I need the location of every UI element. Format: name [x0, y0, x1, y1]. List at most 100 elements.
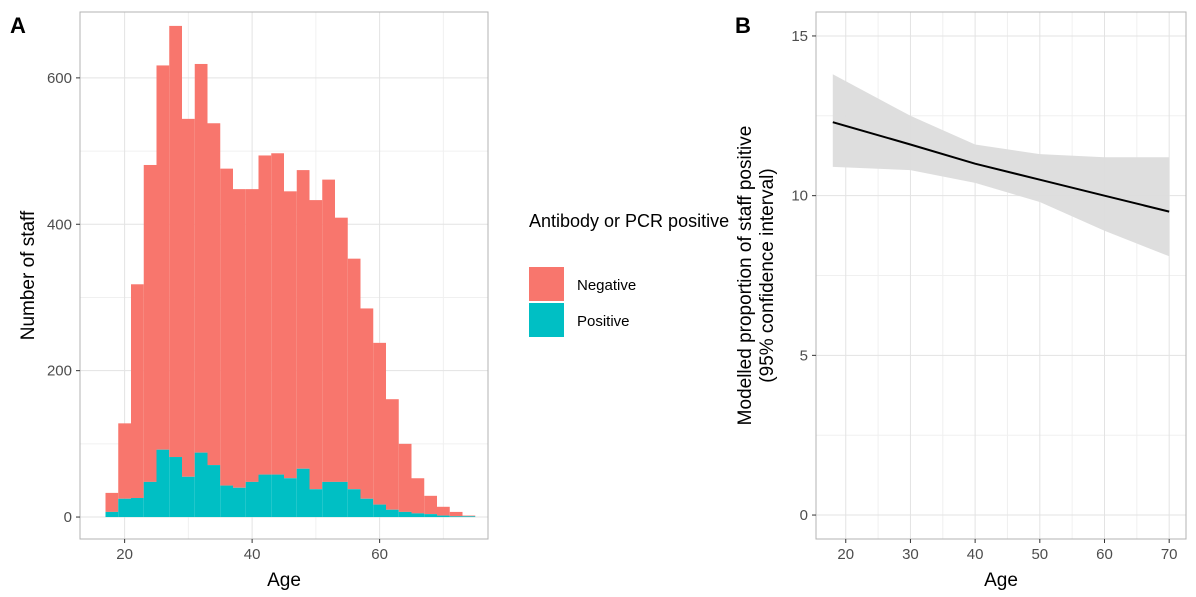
y-tick-label: 0	[800, 507, 808, 524]
bar-negative	[207, 123, 221, 466]
bar-negative	[347, 258, 361, 490]
bar-positive	[258, 474, 272, 518]
bar-positive	[105, 511, 119, 518]
bar-negative	[411, 478, 425, 514]
legend-title: Antibody or PCR positive	[529, 211, 729, 231]
y-tick-label: 400	[47, 216, 72, 233]
y-tick-label: 10	[791, 188, 808, 205]
bar-negative	[156, 65, 170, 450]
x-tick-label: 70	[1161, 546, 1178, 563]
panel-b-line-chart: B 20 30 40 50 60 70 0 5 10 15 Age Modelled propor…	[735, 11, 1187, 591]
bar-positive	[207, 465, 221, 518]
bar-negative	[143, 164, 157, 482]
y-tick-label: 0	[64, 509, 72, 526]
bar-positive	[156, 449, 170, 518]
x-tick-label: 60	[371, 546, 388, 563]
bar-negative	[424, 495, 437, 515]
panel-b-fit-line	[832, 121, 1170, 213]
bar-negative	[220, 168, 233, 486]
x-tick-label: 20	[116, 546, 133, 563]
bar-positive	[322, 481, 335, 518]
bar-positive	[182, 476, 195, 518]
bar-positive	[424, 514, 437, 518]
bar-positive	[284, 478, 297, 518]
bar-positive	[360, 498, 374, 518]
bar-negative	[169, 25, 182, 458]
panel-a-letter: A	[10, 13, 26, 38]
bar-negative	[258, 155, 272, 475]
bar-positive	[245, 481, 259, 518]
panel-a-x-axis-title: Age	[267, 570, 301, 591]
bar-negative	[449, 511, 463, 517]
panel-a-y-axis-title: Number of staff	[18, 210, 39, 340]
panel-b-confidence-band	[832, 74, 1170, 257]
x-tick-label: 30	[902, 546, 919, 563]
bar-positive	[309, 489, 323, 518]
panel-b-x-axis-title: Age	[984, 570, 1018, 591]
panel-b-frame	[815, 11, 1187, 540]
bar-negative	[462, 515, 476, 517]
bar-negative	[296, 170, 310, 469]
panel-a-frame	[79, 11, 489, 540]
bar-positive	[335, 481, 348, 518]
bar-negative	[335, 217, 348, 482]
x-tick-label: 20	[837, 546, 854, 563]
bar-negative	[284, 191, 297, 479]
bar-positive	[131, 498, 144, 518]
bar-positive	[271, 474, 284, 518]
bar-negative	[360, 308, 374, 499]
panel-b-y-axis-title-line: Modelled proportion of staff positive	[735, 126, 756, 426]
bar-positive	[462, 516, 476, 518]
bar-positive	[373, 504, 386, 518]
panel-b-ticks: 20 30 40 50 60 70 0 5 10 15	[791, 28, 1177, 563]
bar-negative	[233, 189, 246, 488]
bar-positive	[143, 481, 157, 518]
y-tick-label: 5	[800, 347, 808, 364]
panel-b-y-axis-title-line: (95% confidence interval)	[757, 168, 778, 382]
bar-negative	[245, 189, 259, 482]
bar-positive	[347, 489, 361, 518]
legend-label-positive: Positive	[577, 313, 630, 330]
bar-positive	[169, 457, 182, 518]
legend: Antibody or PCR positive Negative Positiv…	[529, 211, 729, 337]
bar-positive	[386, 509, 399, 518]
bar-negative	[322, 179, 335, 482]
legend-items: Negative Positive	[529, 267, 636, 337]
bar-positive	[194, 452, 208, 518]
bar-positive	[437, 515, 450, 518]
x-tick-label: 50	[1031, 546, 1048, 563]
bar-positive	[449, 516, 463, 518]
bar-negative	[437, 506, 450, 516]
panel-a-bars	[105, 25, 476, 518]
x-tick-label: 40	[244, 546, 261, 563]
legend-label-negative: Negative	[577, 277, 636, 294]
bar-positive	[118, 498, 131, 518]
y-tick-label: 600	[47, 70, 72, 87]
y-tick-label: 15	[791, 28, 808, 45]
bar-positive	[220, 485, 233, 518]
panel-b-grid	[816, 12, 1186, 539]
x-tick-label: 60	[1096, 546, 1113, 563]
panel-b-letter: B	[735, 13, 751, 38]
bar-positive	[398, 511, 412, 518]
y-tick-label: 200	[47, 363, 72, 380]
bar-negative	[182, 118, 195, 477]
x-tick-label: 40	[967, 546, 984, 563]
bar-negative	[386, 399, 399, 510]
bar-negative	[131, 284, 144, 499]
legend-swatch-negative	[529, 267, 564, 301]
legend-swatch-positive	[529, 303, 564, 337]
bar-negative	[118, 423, 131, 499]
bar-positive	[233, 487, 246, 518]
bar-negative	[194, 63, 208, 453]
bar-negative	[309, 200, 323, 490]
bar-negative	[373, 342, 386, 505]
bar-positive	[411, 513, 425, 518]
bar-negative	[105, 492, 119, 512]
bar-negative	[271, 153, 284, 475]
bar-positive	[296, 468, 310, 518]
bar-negative	[398, 443, 412, 512]
